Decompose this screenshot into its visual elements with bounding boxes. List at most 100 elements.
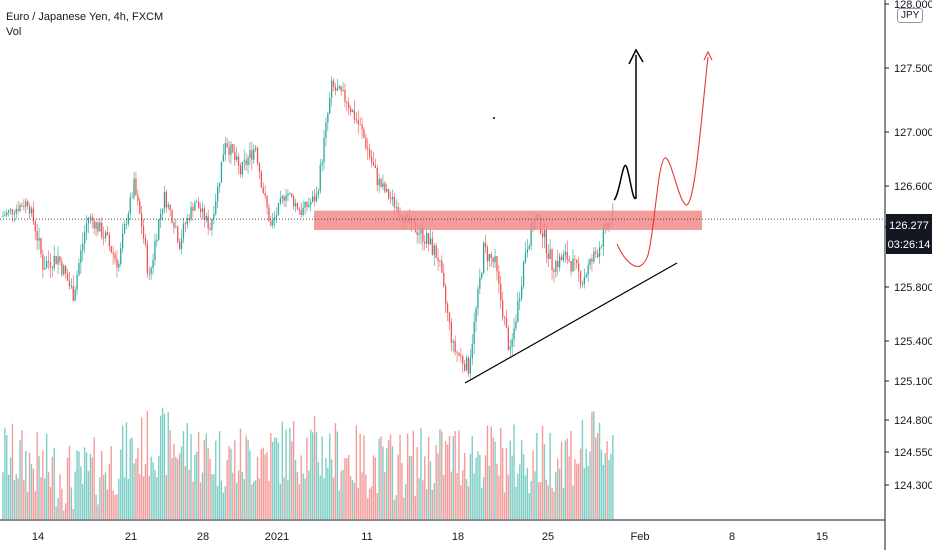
candle	[285, 195, 287, 201]
volume-bar	[7, 474, 10, 519]
volume-bar	[532, 450, 534, 519]
volume-bar	[213, 474, 215, 519]
volume-bar	[302, 473, 304, 519]
volume-bar	[275, 437, 278, 519]
volume-bar	[154, 470, 156, 519]
volume-bar	[541, 425, 544, 519]
volume-bar	[425, 489, 428, 519]
candle	[131, 197, 133, 198]
volume-bar	[496, 463, 498, 519]
volume-bar	[127, 479, 130, 519]
volume-bar	[389, 434, 392, 519]
candle	[439, 260, 441, 262]
candle	[281, 196, 283, 199]
candle	[393, 197, 395, 208]
candle	[123, 223, 126, 234]
volume-bar	[135, 458, 137, 519]
volume-bar	[294, 460, 297, 519]
candle	[424, 241, 426, 244]
volume-bar	[304, 478, 306, 519]
currency-badge[interactable]: JPY	[897, 8, 924, 23]
volume-bar	[34, 491, 36, 519]
projection-red-path	[616, 56, 709, 267]
candle	[51, 267, 53, 269]
volume-bar	[82, 484, 84, 519]
volume-bar	[66, 457, 69, 519]
candle	[325, 122, 327, 138]
volume-bar	[173, 443, 175, 519]
volume-bar	[376, 492, 378, 519]
candle	[173, 222, 175, 228]
candle	[103, 237, 105, 239]
volume-bar	[224, 486, 226, 519]
volume-bar	[272, 442, 274, 519]
candle	[135, 178, 137, 195]
candle	[28, 205, 31, 214]
candle	[194, 202, 196, 211]
volume-bar	[515, 486, 517, 519]
candle	[505, 317, 508, 328]
volume-bar	[129, 438, 131, 519]
candle	[488, 254, 490, 262]
candle	[55, 255, 57, 264]
volume-bar	[78, 451, 80, 519]
candle	[40, 238, 42, 255]
candle	[74, 289, 76, 301]
candle	[264, 193, 266, 196]
candle	[479, 277, 481, 290]
candle	[95, 222, 97, 229]
candle	[416, 231, 418, 235]
price-tick-label: 125.800	[894, 282, 932, 294]
candle	[32, 208, 34, 222]
volume-bar	[91, 457, 93, 519]
candle	[213, 213, 215, 219]
price-tick-label: 125.100	[894, 376, 932, 388]
volume-bar	[184, 466, 187, 519]
candle	[239, 165, 242, 175]
resistance-zone	[314, 210, 702, 230]
volume-bar	[553, 491, 555, 519]
volume-bar	[534, 471, 536, 519]
candle	[378, 178, 380, 186]
candle	[589, 259, 591, 266]
volume-bar	[167, 412, 169, 519]
volume-bar	[473, 473, 475, 519]
candle	[418, 233, 420, 235]
volume-bar	[209, 458, 211, 519]
volume-bar	[517, 473, 519, 519]
candle	[59, 256, 61, 262]
volume-bar	[131, 437, 133, 519]
candle	[490, 254, 492, 259]
volume-bar	[446, 444, 449, 519]
price-tick-label: 124.300	[894, 480, 932, 492]
candle	[85, 223, 88, 233]
volume-bar	[163, 413, 166, 519]
candle	[6, 212, 8, 216]
candle	[133, 178, 135, 198]
candle	[384, 183, 386, 192]
volume-bar	[121, 425, 124, 519]
candle	[46, 261, 48, 268]
candle	[169, 204, 171, 211]
volume-bar	[589, 451, 591, 519]
candle	[437, 257, 439, 262]
volume-bar	[452, 436, 454, 519]
candle	[156, 239, 158, 242]
candle	[557, 261, 559, 268]
candle	[380, 178, 382, 187]
candle	[452, 341, 454, 343]
volume-bar	[315, 431, 318, 519]
candle	[458, 352, 460, 356]
volume-bar	[53, 447, 55, 519]
candle	[500, 283, 502, 301]
candle	[224, 143, 226, 155]
candle	[196, 201, 198, 203]
volume-bar	[150, 456, 152, 519]
volume-bar	[273, 437, 276, 519]
volume-bar	[363, 435, 365, 519]
volume-bar	[51, 456, 54, 519]
candle	[91, 216, 93, 221]
candle	[420, 227, 422, 234]
